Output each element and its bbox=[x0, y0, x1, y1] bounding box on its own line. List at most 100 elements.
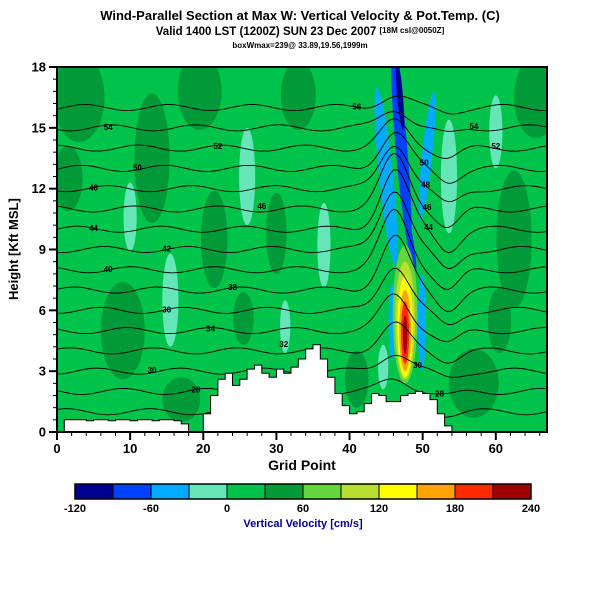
contour-label: 36 bbox=[162, 305, 171, 314]
fill-region bbox=[317, 202, 331, 289]
fill-region bbox=[57, 146, 83, 211]
y-tick-label: 0 bbox=[39, 425, 46, 440]
isentrope-line bbox=[57, 293, 547, 342]
contour-label: 30 bbox=[413, 361, 422, 370]
valid-time-text: Valid 1400 LST (1200Z) SUN 23 Dec 2007 bbox=[155, 26, 377, 38]
terrain bbox=[57, 344, 547, 432]
fill-region bbox=[280, 67, 316, 130]
colorbar-segment bbox=[302, 483, 342, 500]
isentrope-line bbox=[57, 321, 547, 364]
colorbar-segment bbox=[340, 483, 380, 500]
colorbar-segment bbox=[492, 483, 532, 500]
y-tick-label: 12 bbox=[32, 181, 46, 196]
colorbar-tick-label: -120 bbox=[64, 503, 86, 515]
isentrope-line bbox=[57, 208, 547, 290]
fill-region bbox=[345, 350, 369, 408]
colorbar-tick-label: -60 bbox=[143, 503, 159, 515]
colorbar-frame bbox=[74, 483, 532, 500]
colorbar-label: Vertical Velocity [cm/s] bbox=[243, 518, 363, 530]
x-tick-label: 40 bbox=[342, 441, 356, 456]
fill-region bbox=[395, 67, 405, 130]
contour-label: 46 bbox=[423, 203, 432, 212]
model-run-text: [18M csl@0050Z] bbox=[379, 26, 445, 35]
contour-label: 38 bbox=[228, 283, 237, 292]
fill-region bbox=[449, 348, 499, 418]
fill-region bbox=[134, 93, 170, 224]
fill-region bbox=[489, 95, 503, 169]
plot-area: 56 54 52 50 48 46 44 42 40 38 36 34 32 30 28 50 48 46 44 30… bbox=[57, 67, 547, 432]
fill-region bbox=[496, 170, 532, 309]
fill-region bbox=[162, 377, 201, 422]
y-tick-label: 6 bbox=[39, 303, 46, 318]
x-axis-label: Grid Point bbox=[268, 457, 336, 473]
isentrope-line bbox=[57, 145, 547, 203]
fill-region bbox=[487, 288, 512, 353]
isentrope-line bbox=[57, 234, 547, 313]
fill-region bbox=[378, 344, 389, 390]
fill-region bbox=[280, 300, 291, 353]
colorbar-segment bbox=[74, 483, 114, 500]
contour-label: 32 bbox=[279, 340, 288, 349]
colorbar-segment bbox=[454, 483, 494, 500]
fill-region bbox=[162, 253, 179, 347]
colorbar-tick-label: 0 bbox=[224, 503, 230, 515]
fill-region bbox=[391, 67, 412, 244]
colorbar-segment bbox=[378, 483, 418, 500]
colorbar-tick-label: 240 bbox=[522, 503, 540, 515]
contour-label: 28 bbox=[435, 389, 444, 398]
isentrope-line bbox=[57, 169, 547, 254]
contour-label: 30 bbox=[148, 366, 157, 375]
chart-subtitle: Valid 1400 LST (1200Z) SUN 23 Dec 2007 [… bbox=[0, 26, 600, 38]
colorbar-segment bbox=[150, 483, 190, 500]
colorbar-segment bbox=[112, 483, 152, 500]
fill-region bbox=[418, 91, 436, 221]
fill-region bbox=[440, 119, 458, 234]
isentrope-line bbox=[57, 118, 547, 159]
fill-region bbox=[402, 315, 408, 354]
contour-label: 44 bbox=[89, 224, 98, 233]
colorbar-segment bbox=[226, 483, 266, 500]
x-tick-label: 20 bbox=[196, 441, 210, 456]
contour-label: 34 bbox=[206, 325, 215, 334]
fill-region bbox=[123, 182, 137, 252]
colorbar-tick-label: 180 bbox=[446, 503, 464, 515]
chart-title: Wind-Parallel Section at Max W: Vertical… bbox=[100, 8, 500, 23]
fill-region bbox=[233, 292, 254, 345]
y-tick-label: 3 bbox=[39, 364, 46, 379]
colorbar-tick-label: 60 bbox=[297, 503, 309, 515]
fill-region bbox=[239, 127, 256, 226]
x-tick-label: 0 bbox=[53, 441, 60, 456]
x-tick-label: 50 bbox=[415, 441, 429, 456]
contour-label: 54 bbox=[469, 122, 478, 131]
contour-label: 54 bbox=[104, 123, 113, 132]
fill-region bbox=[177, 67, 222, 130]
colorbar-segment bbox=[188, 483, 228, 500]
fill-region bbox=[374, 87, 398, 266]
contour-label: 50 bbox=[420, 158, 429, 167]
contour-label: 46 bbox=[257, 202, 266, 211]
fill-region bbox=[266, 192, 287, 274]
x-tick-label: 30 bbox=[269, 441, 283, 456]
contour-label: 48 bbox=[421, 181, 430, 190]
contour-label: 48 bbox=[89, 184, 98, 193]
isentrope-line bbox=[57, 191, 547, 269]
contour-label: 44 bbox=[424, 223, 433, 232]
contour-label: 40 bbox=[104, 265, 113, 274]
x-tick-label: 10 bbox=[123, 441, 137, 456]
contour-label: 52 bbox=[213, 142, 222, 151]
y-tick-label: 15 bbox=[32, 120, 46, 135]
contour-label: 42 bbox=[162, 244, 171, 253]
isentrope-line bbox=[57, 153, 547, 228]
isentrope-line bbox=[57, 111, 547, 132]
contour-label: 50 bbox=[133, 163, 142, 172]
isentrope-line bbox=[57, 131, 547, 184]
chart-annotation: boxWmax=239@ 33.89,19.56,1999m bbox=[232, 41, 368, 50]
fill-region bbox=[417, 273, 426, 372]
contour-label: 28 bbox=[192, 385, 201, 394]
fill-region bbox=[201, 190, 228, 289]
contour-label: 56 bbox=[352, 103, 361, 112]
isentrope-line bbox=[57, 95, 547, 115]
y-tick-label: 18 bbox=[32, 60, 46, 75]
